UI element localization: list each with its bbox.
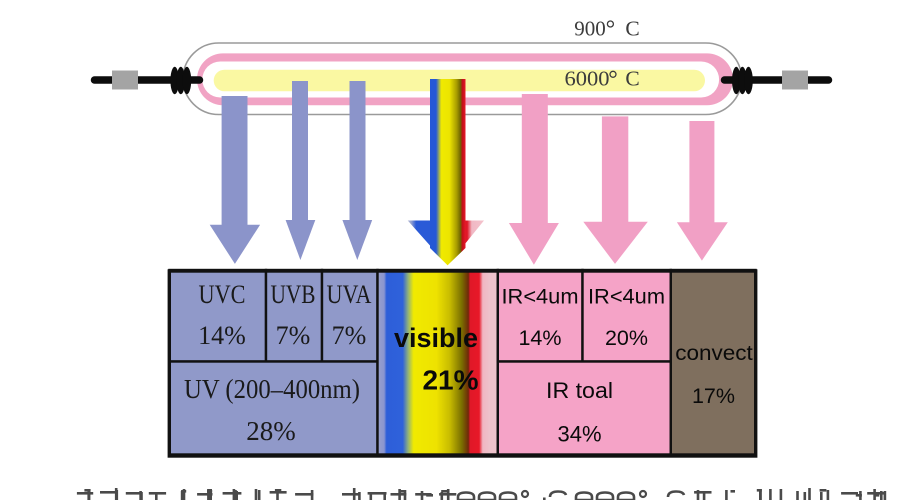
svg-text:34%: 34% bbox=[557, 422, 601, 447]
svg-text:14%: 14% bbox=[198, 321, 246, 350]
svg-text:UVC: UVC bbox=[199, 280, 246, 309]
svg-text:convect: convect bbox=[675, 341, 753, 365]
svg-text:IR<4um: IR<4um bbox=[588, 285, 665, 309]
svg-text:900: 900 bbox=[574, 16, 606, 40]
svg-text:UV (200–400nm): UV (200–400nm) bbox=[184, 374, 360, 404]
svg-text:C: C bbox=[625, 16, 639, 40]
svg-text:7%: 7% bbox=[276, 321, 311, 350]
svg-text:28%: 28% bbox=[246, 416, 296, 446]
svg-text:17%: 17% bbox=[692, 384, 735, 408]
svg-text:IR toal: IR toal bbox=[546, 378, 613, 403]
svg-text:21%: 21% bbox=[422, 365, 478, 396]
svg-text:14%: 14% bbox=[518, 326, 561, 350]
svg-text:C: C bbox=[625, 67, 639, 91]
svg-text:UVA: UVA bbox=[327, 280, 372, 309]
svg-text:6000: 6000 bbox=[565, 67, 610, 91]
svg-text:visible: visible bbox=[394, 323, 478, 353]
svg-text:20%: 20% bbox=[605, 326, 648, 350]
svg-text:7%: 7% bbox=[332, 321, 367, 350]
svg-text:UVB: UVB bbox=[271, 280, 316, 309]
svg-text:IR<4um: IR<4um bbox=[502, 285, 579, 309]
